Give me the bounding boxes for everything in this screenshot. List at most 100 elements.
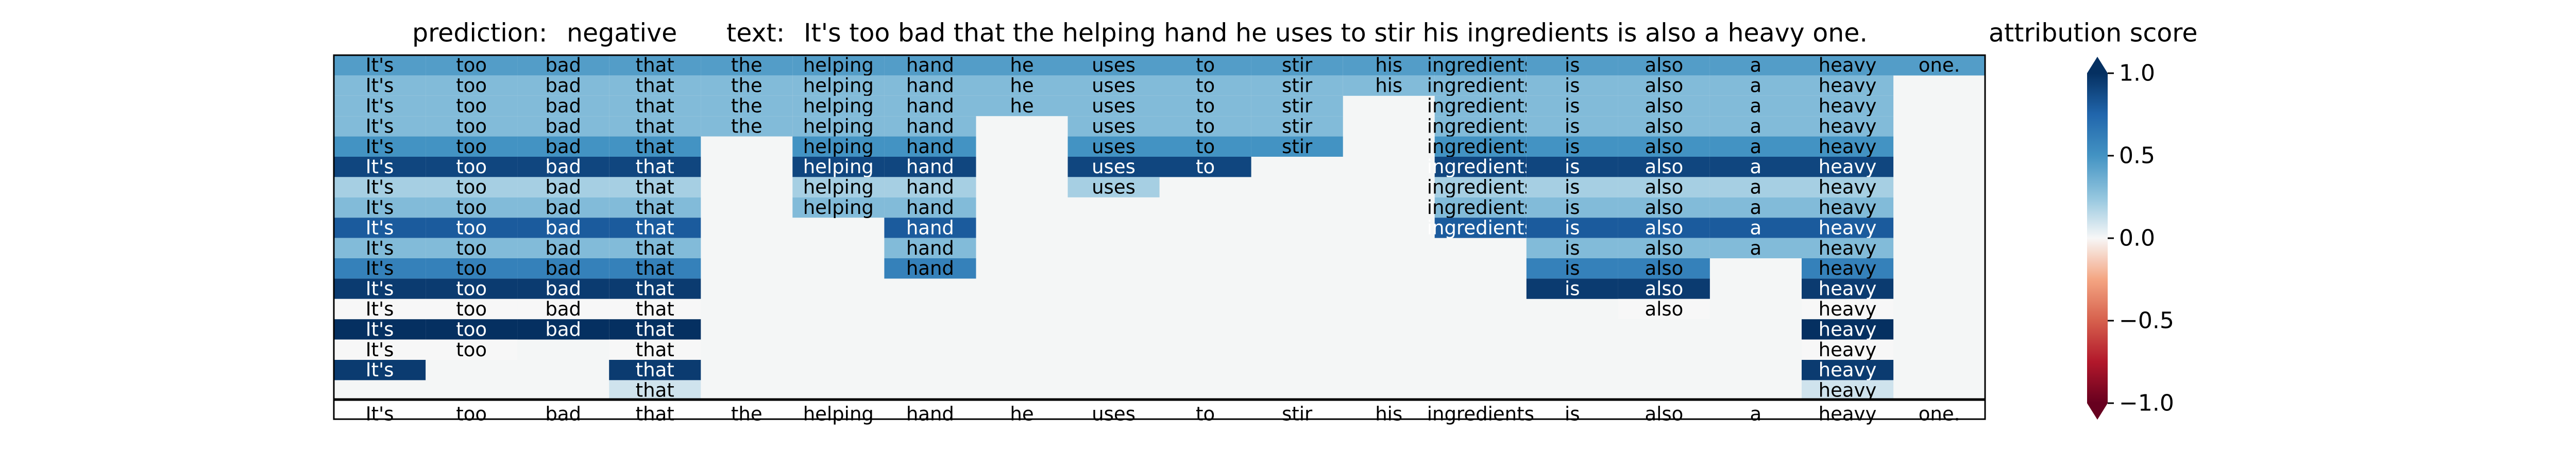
colorbar-title: attribution score xyxy=(1989,19,2197,48)
token-label: bad xyxy=(545,403,581,425)
heatmap-cell xyxy=(334,157,426,177)
heatmap-cell xyxy=(1618,55,1710,76)
heatmap-cell-label: uses xyxy=(1092,75,1136,97)
heatmap-cell-label: to xyxy=(1196,75,1215,97)
heatmap-cell xyxy=(1343,55,1435,76)
heatmap-cell xyxy=(1159,55,1251,76)
heatmap-cell-label: heavy xyxy=(1819,359,1877,381)
heatmap-cell-label: to xyxy=(1196,95,1215,117)
heatmap-cell xyxy=(517,278,609,299)
heatmap-cell xyxy=(1618,136,1710,157)
heatmap-cell-label: stir xyxy=(1282,54,1313,76)
heatmap-cell-label: also xyxy=(1645,217,1683,239)
heatmap-cell-label: hand xyxy=(906,95,954,117)
heatmap-cell xyxy=(1618,197,1710,218)
heatmap-cell-label: too xyxy=(456,196,487,219)
heatmap-cell-label: that xyxy=(636,339,674,361)
heatmap-cell-label: also xyxy=(1645,176,1683,198)
heatmap-cell-label: It's xyxy=(366,298,394,320)
heatmap-cell xyxy=(884,75,976,96)
heatmap-cell xyxy=(334,360,426,380)
heatmap-cell-label: also xyxy=(1645,115,1683,137)
heatmap-cell-label: helping xyxy=(803,196,874,219)
heatmap-cell xyxy=(334,218,426,238)
heatmap-cell xyxy=(1526,177,1618,197)
heatmap-cell xyxy=(884,258,976,279)
heatmap-cell-label: is xyxy=(1565,136,1580,158)
heatmap-cell xyxy=(1434,177,1527,197)
heatmap-cell-label: one. xyxy=(1919,54,1960,76)
heatmap-cell-label: that xyxy=(636,379,674,402)
token-label: helping xyxy=(803,403,874,425)
heatmap-cell-label: too xyxy=(456,176,487,198)
heatmap-cell-label: heavy xyxy=(1819,95,1877,117)
heatmap-cell-label: bad xyxy=(545,298,581,320)
heatmap-cell-label: uses xyxy=(1092,54,1136,76)
heatmap-cell xyxy=(1802,218,1894,238)
heatmap-cell-label: that xyxy=(636,298,674,320)
heatmap-cell xyxy=(426,197,518,218)
heatmap-cell-label: helping xyxy=(803,95,874,117)
heatmap-cell-label: It's xyxy=(366,278,394,300)
heatmap-cell xyxy=(334,319,426,340)
heatmap-cell-label: too xyxy=(456,278,487,300)
heatmap-cell xyxy=(609,55,701,76)
heatmap-cell xyxy=(1709,116,1802,137)
heatmap-cell xyxy=(884,177,976,197)
heatmap-cell xyxy=(426,339,518,360)
heatmap-cell-label: hand xyxy=(906,257,954,279)
heatmap-cell xyxy=(1618,278,1710,299)
heatmap-cell-label: uses xyxy=(1092,176,1136,198)
heatmap-cell xyxy=(1709,55,1802,76)
heatmap-cell-label: It's xyxy=(366,196,394,219)
heatmap-cell-label: a xyxy=(1750,196,1762,219)
heatmap-cell-label: that xyxy=(636,318,674,340)
heatmap-cell-label: stir xyxy=(1282,75,1313,97)
heatmap-cell xyxy=(1709,197,1802,218)
heatmap-cell xyxy=(609,299,701,320)
heatmap-cell xyxy=(1802,136,1894,157)
heatmap-cell xyxy=(517,299,609,320)
heatmap-cell xyxy=(1893,55,1986,76)
heatmap-cell xyxy=(1159,157,1251,177)
heatmap-cell-label: bad xyxy=(545,54,581,76)
heatmap-cell-label: heavy xyxy=(1819,278,1877,300)
heatmap-cell xyxy=(1251,95,1343,117)
heatmap-cell-label: heavy xyxy=(1819,54,1877,76)
heatmap-cell-label: he xyxy=(1010,95,1033,117)
heatmap-cell-label: bad xyxy=(545,136,581,158)
heatmap-cell xyxy=(609,75,701,96)
heatmap-cell xyxy=(976,55,1068,76)
heatmap-cell-label: It's xyxy=(366,54,394,76)
heatmap-cell-label: a xyxy=(1750,156,1762,178)
heatmap-cell-label: It's xyxy=(366,237,394,259)
heatmap-cell-label: heavy xyxy=(1819,115,1877,137)
heatmap-cell-label: bad xyxy=(545,156,581,178)
heatmap-cell xyxy=(1618,238,1710,258)
heatmap-cell-label: to xyxy=(1196,54,1215,76)
heatmap-cell xyxy=(1526,278,1618,299)
heatmap-cell-label: heavy xyxy=(1819,318,1877,340)
heatmap-cell-label: a xyxy=(1750,136,1762,158)
heatmap-cell-label: too xyxy=(456,136,487,158)
heatmap-cell-label: ingredients xyxy=(1427,176,1534,198)
heatmap-cell-label: It's xyxy=(366,75,394,97)
heatmap-cell-label: too xyxy=(456,95,487,117)
heatmap-cell xyxy=(1526,116,1618,137)
heatmap-cell-label: too xyxy=(456,54,487,76)
heatmap-cell xyxy=(1526,238,1618,258)
heatmap-cell-label: the xyxy=(731,75,762,97)
heatmap-cell xyxy=(426,218,518,238)
heatmap-cell-label: hand xyxy=(906,75,954,97)
heatmap-cell xyxy=(426,258,518,279)
heatmap-cell-label: too xyxy=(456,257,487,279)
heatmap-cell-label: is xyxy=(1565,217,1580,239)
heatmap-cell xyxy=(609,177,701,197)
heatmap-cell-label: too xyxy=(456,237,487,259)
heatmap-cell xyxy=(609,360,701,380)
heatmap-cell-label: also xyxy=(1645,95,1683,117)
heatmap-cell xyxy=(334,299,426,320)
heatmap-cell xyxy=(884,95,976,117)
heatmap-cell-label: a xyxy=(1750,54,1762,76)
heatmap-cell-label: that xyxy=(636,176,674,198)
